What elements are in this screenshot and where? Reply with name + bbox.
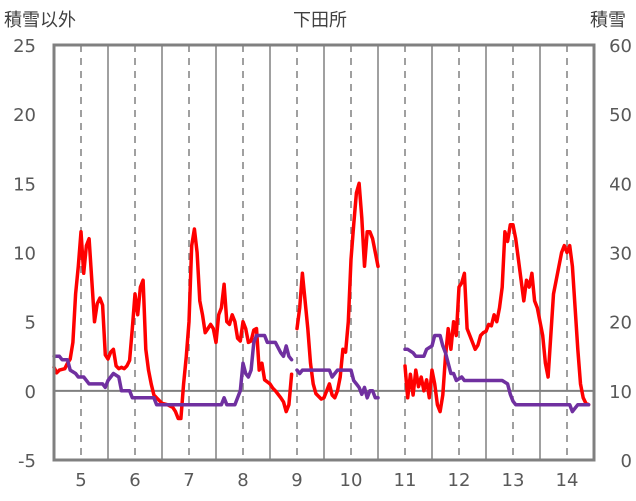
x-tick-3: 8 [237, 470, 248, 491]
x-tick-6: 11 [394, 470, 417, 491]
y-right-tick-5: 50 [609, 105, 632, 126]
y-left-tick-3: 10 [13, 244, 36, 265]
y-left-tick-4: 15 [13, 174, 36, 195]
y-left-tick-0: -5 [18, 451, 36, 472]
series-0-segment-2 [403, 223, 591, 414]
right-axis-title: 積雪 [590, 10, 626, 31]
y-left-tick-6: 25 [13, 36, 36, 57]
tick-labels: -5 0 5 10 15 20 25 0 10 20 30 40 50 60 5 6 7 8 9 10 11 12 13 14 [13, 36, 632, 491]
y-right-tick-2: 20 [609, 313, 632, 334]
series-0-segment-1 [295, 181, 380, 401]
x-tick-0: 5 [75, 470, 86, 491]
y-right-tick-4: 40 [609, 174, 632, 195]
series-lines [52, 181, 591, 421]
series-1-segment-1 [295, 368, 380, 400]
series-1-segment-0 [52, 333, 294, 407]
series-1-segment-2 [403, 333, 591, 414]
y-right-tick-6: 60 [609, 36, 632, 57]
plot-frame [52, 43, 596, 462]
y-left-tick-5: 20 [13, 105, 36, 126]
x-tick-2: 7 [183, 470, 194, 491]
y-right-tick-3: 30 [609, 244, 632, 265]
left-axis-title: 積雪以外 [4, 10, 76, 31]
x-tick-1: 6 [129, 470, 140, 491]
series-0-segment-0 [52, 227, 294, 421]
y-right-tick-1: 10 [609, 382, 632, 403]
chart-title: 下田所 [293, 10, 347, 31]
x-tick-9: 14 [556, 470, 579, 491]
x-tick-5: 10 [340, 470, 363, 491]
x-tick-4: 9 [291, 470, 302, 491]
x-tick-7: 12 [448, 470, 471, 491]
y-right-tick-0: 0 [621, 451, 632, 472]
x-tick-8: 13 [502, 470, 525, 491]
y-left-tick-2: 5 [25, 313, 36, 334]
y-left-tick-1: 0 [25, 382, 36, 403]
